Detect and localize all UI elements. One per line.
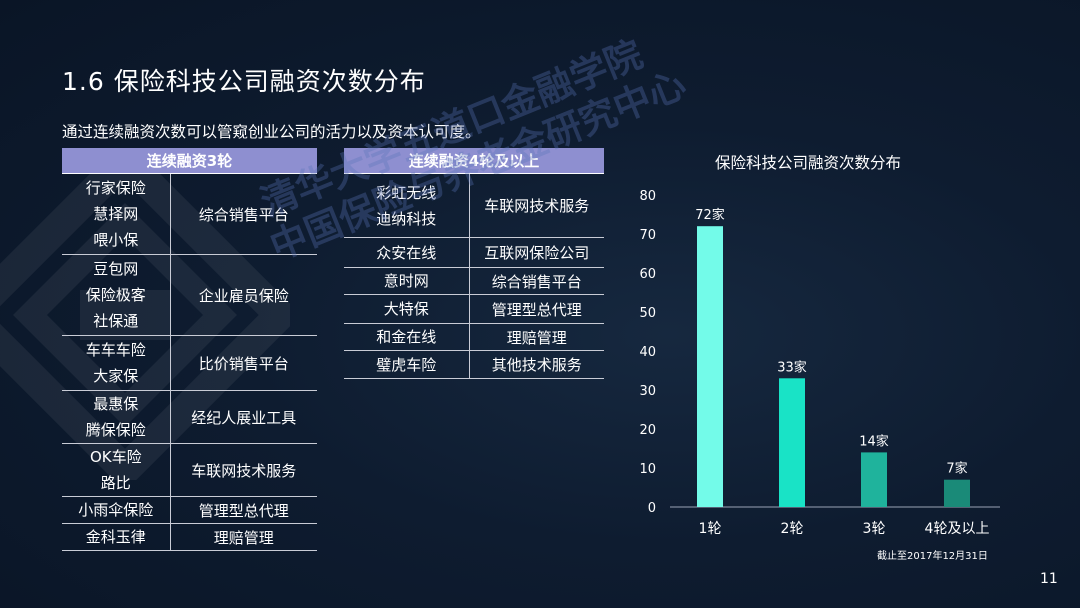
company-name: 行家保险 bbox=[85, 179, 146, 197]
y-tick-label: 60 bbox=[639, 267, 656, 282]
company-name: 小雨伞保险 bbox=[78, 501, 154, 519]
bar-chart: 0 10 20 30 40 50 60 70 80 72家 1轮 33家 2轮 14家 3轮 7家 4轮及以上 bbox=[639, 189, 1000, 537]
bar bbox=[861, 452, 887, 507]
company-name: 豆包网 bbox=[93, 260, 139, 278]
table-row: 小雨伞保险 管理型总代理 bbox=[62, 496, 317, 524]
company-name: 众安在线 bbox=[376, 243, 437, 262]
company-name: 喂小保 bbox=[93, 231, 139, 249]
category-cell: 综合销售平台 bbox=[469, 267, 604, 295]
company-names-cell: 璧虎车险 bbox=[344, 350, 470, 379]
y-tick-label: 40 bbox=[639, 345, 656, 360]
bar bbox=[779, 378, 805, 507]
company-name: 社保通 bbox=[93, 312, 139, 330]
table-row: 车车车险 大家保 比价销售平台 bbox=[62, 335, 317, 391]
company-names-cell: 小雨伞保险 bbox=[62, 496, 171, 524]
category-cell: 车联网技术服务 bbox=[469, 173, 604, 238]
company-names-cell: 车车车险 大家保 bbox=[62, 335, 171, 391]
company-name: 意时网 bbox=[383, 272, 429, 290]
category-cell: 理赔管理 bbox=[170, 523, 317, 551]
data-label: 33家 bbox=[777, 359, 807, 375]
y-tick-label: 70 bbox=[639, 228, 656, 243]
financing-3-rounds-table: 连续融资3轮 行家保险 慧择网 喂小保 综合销售平台 豆包网 保险极客 社保通 企业雇员保险车… bbox=[62, 148, 317, 551]
table-row: 行家保险 慧择网 喂小保 综合销售平台 bbox=[62, 173, 317, 255]
table-row: 意时网 综合销售平台 bbox=[344, 267, 604, 295]
company-name: 彩虹无线 bbox=[376, 183, 437, 202]
bar bbox=[697, 226, 723, 507]
company-name: 迪纳科技 bbox=[376, 209, 437, 228]
chart-title: 保险科技公司融资次数分布 bbox=[715, 154, 902, 172]
company-name: 车车车险 bbox=[85, 341, 146, 359]
data-label: 72家 bbox=[695, 207, 725, 223]
company-name: 保险极客 bbox=[85, 286, 146, 304]
category-cell: 车联网技术服务 bbox=[170, 443, 317, 497]
category-cell: 互联网保险公司 bbox=[469, 237, 604, 268]
company-names-cell: 金科玉律 bbox=[62, 523, 171, 551]
y-tick-label: 20 bbox=[639, 423, 656, 438]
category-cell: 其他技术服务 bbox=[469, 350, 604, 379]
table-row: 最惠保 腾保保险 经纪人展业工具 bbox=[62, 390, 317, 444]
page-number: 11 bbox=[1040, 571, 1058, 587]
company-names-cell: 行家保险慧择网喂小保 bbox=[62, 173, 171, 255]
page-subtitle: 通过连续融资次数可以管窥创业公司的活力以及资本认可度。 bbox=[62, 123, 481, 141]
table-row: 大特保 管理型总代理 bbox=[344, 294, 604, 324]
table-row: 和金在线 理赔管理 bbox=[344, 323, 604, 351]
table-header: 连续融资4轮及以上 bbox=[344, 148, 604, 174]
company-name: 大特保 bbox=[383, 300, 429, 318]
page-title: 1.6 保险科技公司融资次数分布 bbox=[62, 67, 426, 96]
company-name: 和金在线 bbox=[376, 328, 437, 346]
table-row: 璧虎车险 其他技术服务 bbox=[344, 350, 604, 379]
category-cell: 企业雇员保险 bbox=[170, 254, 317, 336]
table-row: 彩虹无线 迪纳科技 车联网技术服务 bbox=[344, 173, 604, 238]
company-names-cell: OK车险路比 bbox=[62, 443, 171, 497]
y-tick-label: 50 bbox=[639, 306, 656, 321]
x-tick-label: 2轮 bbox=[781, 521, 804, 537]
table-row: 豆包网 保险极客 社保通 企业雇员保险 bbox=[62, 254, 317, 336]
company-name: 璧虎车险 bbox=[376, 355, 437, 374]
financing-4plus-rounds-table: 连续融资4轮及以上 彩虹无线 迪纳科技 车联网技术服务 众安在线 互联网保险公司 意时网综… bbox=[344, 148, 604, 379]
category-cell: 理赔管理 bbox=[469, 323, 604, 351]
table-row: 众安在线 互联网保险公司 bbox=[344, 237, 604, 268]
y-tick-label: 0 bbox=[648, 501, 656, 516]
x-tick-label: 4轮及以上 bbox=[925, 521, 990, 537]
data-label: 7家 bbox=[946, 461, 967, 477]
company-names-cell: 彩虹无线 迪纳科技 bbox=[344, 173, 470, 238]
table-row: 金科玉律 理赔管理 bbox=[62, 523, 317, 551]
category-cell: 管理型总代理 bbox=[170, 496, 317, 524]
company-names-cell: 最惠保 腾保保险 bbox=[62, 390, 171, 444]
company-name: 最惠保 bbox=[93, 395, 139, 413]
company-name: 腾保保险 bbox=[85, 421, 146, 439]
company-names-cell: 和金在线 bbox=[344, 323, 470, 351]
category-cell: 比价销售平台 bbox=[170, 335, 317, 391]
company-name: OK车险 bbox=[89, 448, 142, 466]
company-name: 慧择网 bbox=[93, 205, 139, 223]
data-label: 14家 bbox=[859, 433, 889, 449]
x-tick-label: 3轮 bbox=[863, 521, 886, 537]
company-name: 大家保 bbox=[93, 367, 139, 385]
table-header: 连续融资3轮 bbox=[62, 148, 317, 174]
y-tick-label: 10 bbox=[639, 462, 656, 477]
company-name: 金科玉律 bbox=[85, 528, 146, 546]
company-names-cell: 意时网 bbox=[344, 267, 470, 295]
y-tick-label: 80 bbox=[639, 189, 656, 204]
company-names-cell: 众安在线 bbox=[344, 237, 470, 268]
company-names-cell: 大特保 bbox=[344, 294, 470, 324]
bar bbox=[944, 479, 970, 507]
table-row: OK车险 路比 车联网技术服务 bbox=[62, 443, 317, 497]
category-cell: 管理型总代理 bbox=[469, 294, 604, 324]
y-tick-label: 30 bbox=[639, 384, 656, 399]
category-cell: 综合销售平台 bbox=[170, 173, 317, 255]
company-name: 路比 bbox=[100, 474, 131, 492]
company-names-cell: 豆包网保险极客社保通 bbox=[62, 254, 171, 336]
footnote: 截止至2017年12月31日 bbox=[877, 551, 988, 562]
x-tick-label: 1轮 bbox=[699, 521, 722, 537]
category-cell: 经纪人展业工具 bbox=[170, 390, 317, 444]
